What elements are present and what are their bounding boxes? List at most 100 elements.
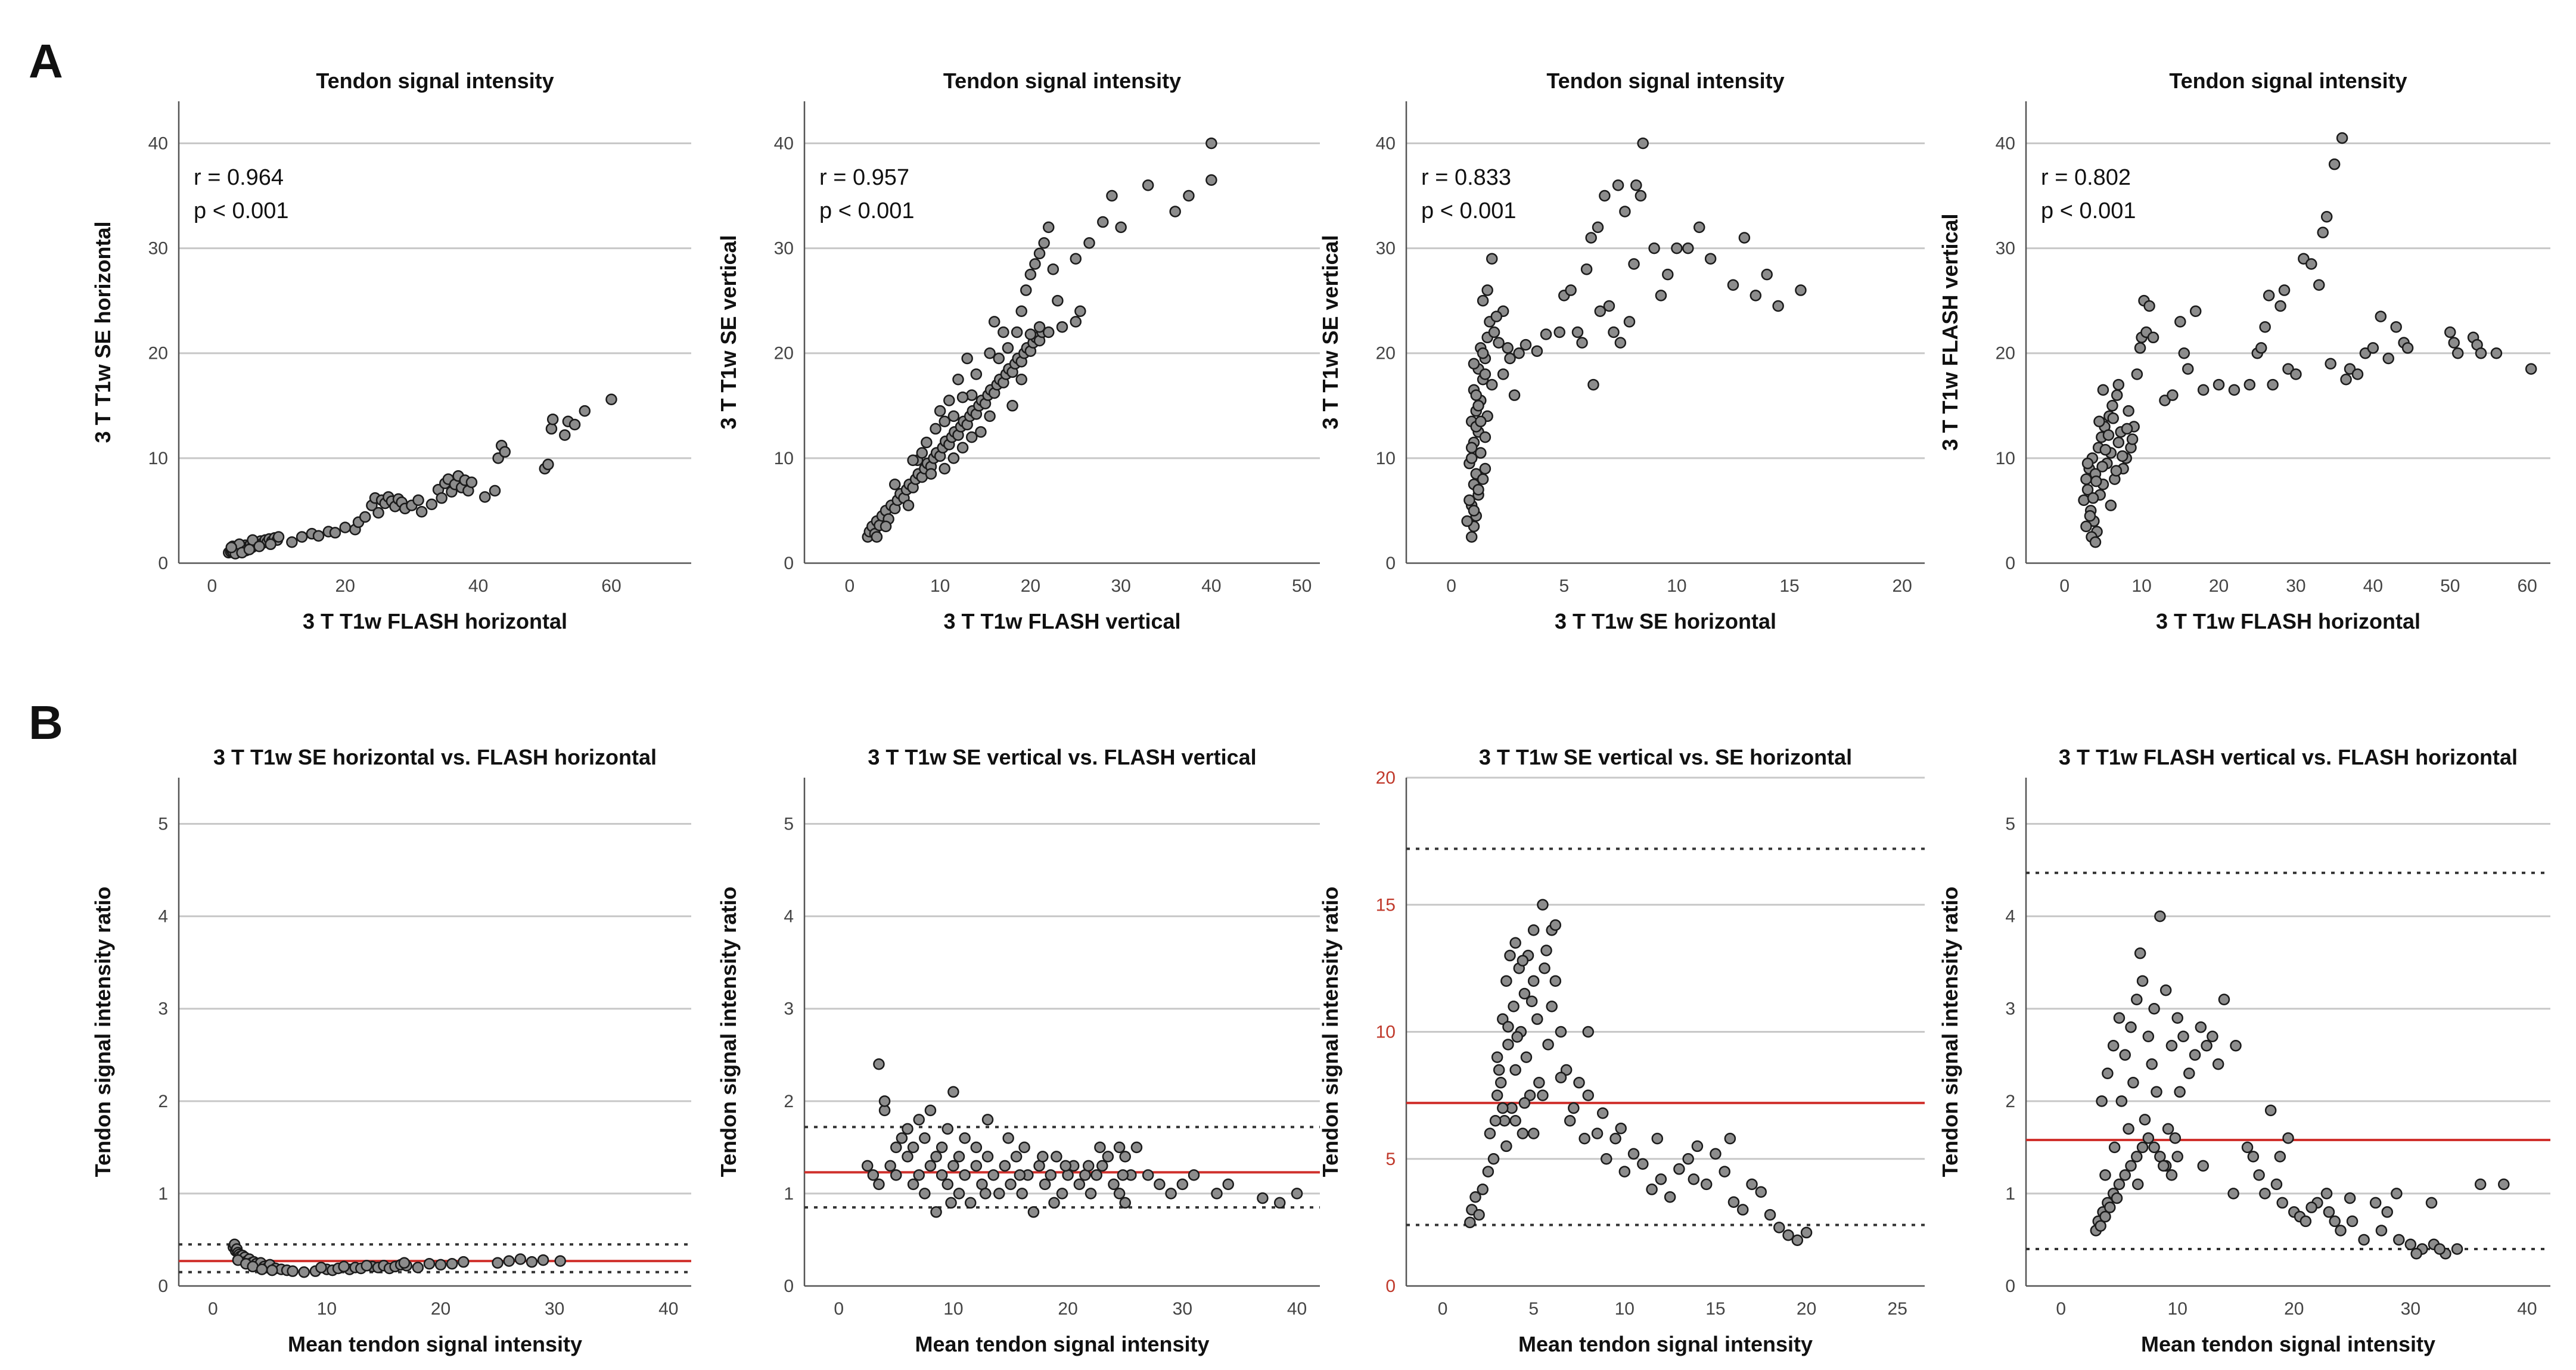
data-point [1472,400,1484,412]
data-point [965,431,978,443]
data-point [1682,1153,1694,1165]
data-point [2123,1123,2134,1135]
chart-title: Tendon signal intensity [1546,69,1784,93]
data-point [961,352,973,365]
data-point [1518,1097,1531,1109]
data-point [1169,206,1181,218]
x-tick-label: 50 [2440,576,2460,596]
x-tick-label: 20 [335,576,355,596]
x-tick-label: 50 [1292,576,1312,596]
data-point [1051,1151,1062,1163]
x-tick-label: 40 [658,1299,678,1319]
data-point [924,1160,937,1172]
chart-2: 0 10 20 30 40 0 10 20 30 40 50 Tendon signal intens… [716,69,1320,633]
data-point [2369,1197,2382,1209]
data-point [970,1141,983,1154]
data-point [1578,1132,1590,1145]
data-point [2113,1012,2126,1024]
data-point [2125,1021,2137,1033]
data-point [1047,263,1059,275]
data-point [545,423,558,435]
chart-title: 3 T T1w FLASH vertical vs. FLASH horizon… [2059,745,2518,769]
data-point [1005,1178,1017,1191]
data-point [2089,536,2102,548]
data-point [1477,294,1489,307]
data-point [1491,1051,1503,1063]
y-tick-label: 20 [1376,344,1396,364]
data-point [2148,1002,2160,1015]
data-point [2151,1086,2162,1098]
data-point [1002,342,1014,354]
data-point [2123,405,2134,417]
data-point [2108,1141,2121,1154]
data-point [2375,1225,2388,1237]
data-point [1527,975,1540,987]
data-point [1018,1141,1030,1154]
data-point [1502,1039,1514,1051]
data-point [265,538,276,551]
x-tick-label: 0 [207,576,217,596]
chart-title: Tendon signal intensity [316,69,554,93]
data-point [2264,1104,2277,1117]
data-point [2300,1215,2312,1228]
y-tick-label: 30 [1376,239,1396,259]
data-point [2154,910,2166,922]
y-tick-label: 20 [1996,344,2015,364]
data-point [1637,1158,1649,1170]
data-point [415,505,428,518]
data-point [921,436,933,449]
data-point [372,507,384,519]
data-point [1096,1160,1108,1172]
data-point [312,530,325,542]
data-point [1291,1188,1303,1200]
data-point [2174,1086,2186,1098]
data-point [907,1141,919,1154]
data-point [913,1114,925,1126]
x-axis-label: 3 T T1w FLASH horizontal [2156,609,2420,633]
data-point [2099,1210,2111,1223]
data-point [1015,305,1027,318]
data-point [2096,461,2108,473]
data-point [1070,253,1082,265]
x-tick-label: 40 [2517,1299,2537,1319]
data-point [1045,1169,1057,1181]
data-point [2344,363,2356,375]
data-point [1553,326,1565,338]
data-point [953,1188,965,1200]
data-point [2230,1040,2242,1052]
data-point [1795,284,1807,296]
data-point [1691,1140,1704,1152]
data-point [1488,326,1500,338]
p-value: p < 0.001 [194,198,289,223]
data-point [1106,189,1118,202]
data-point [1465,531,1478,543]
data-point [1042,221,1055,234]
data-point [1479,431,1491,443]
y-tick-label: 0 [158,554,168,573]
x-tick-label: 0 [2056,1299,2066,1319]
data-point [2197,384,2210,396]
data-point [1710,1148,1722,1160]
data-point [1048,1197,1060,1209]
y-tick-label: 40 [148,133,168,153]
x-tick-label: 10 [930,576,950,596]
data-point [1038,237,1050,249]
data-point [492,1257,504,1269]
data-point [423,1258,436,1270]
data-point [1052,294,1064,307]
data-point [1062,1169,1074,1181]
data-point [446,1258,458,1270]
data-point [1469,1191,1481,1203]
data-point [1587,378,1599,391]
data-point [956,391,969,403]
x-tick-label: 40 [1287,1299,1307,1319]
y-tick-label: 5 [784,815,794,834]
data-point [2197,1160,2209,1172]
data-point [458,1256,470,1268]
data-point [1612,179,1624,191]
data-point [2102,1067,2114,1080]
data-point [890,1141,902,1154]
data-point [964,1197,977,1209]
x-tick-label: 30 [1173,1299,1192,1319]
